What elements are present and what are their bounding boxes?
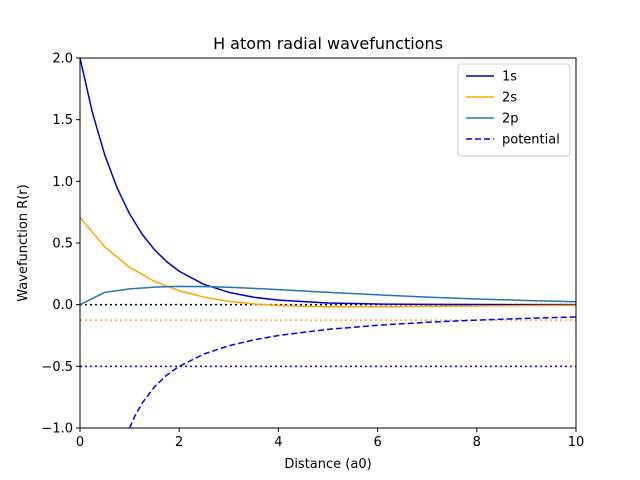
x-tick-label: 0 [76,435,84,450]
legend-label-2s: 2s [502,91,517,106]
y-tick-label: −0.5 [41,360,73,375]
chart-title: H atom radial wavefunctions [213,34,443,53]
series-line-2p [80,285,576,306]
y-tick-label: 2.0 [52,52,73,67]
y-tick-label: 0.0 [52,298,73,313]
y-tick-label: 1.0 [52,175,73,190]
series-line-2s [80,216,576,308]
x-axis: 0 2 4 6 8 10 [76,428,584,450]
x-tick-label: 8 [473,435,481,450]
legend-box [457,63,571,157]
series-line-potential [128,316,576,428]
series-line-1s [80,58,576,306]
y-axis-label: Wavefunction R(r) [16,184,31,301]
legend-label-1s: 1s [502,70,517,85]
y-tick-label: −1.0 [41,422,73,437]
x-tick-label: 2 [175,435,183,450]
legend-label-2p: 2p [502,112,519,127]
legend: 1s 2s 2p potential [457,63,571,157]
x-tick-label: 4 [274,435,282,450]
x-tick-label: 10 [568,435,585,450]
y-axis: −1.0 −0.5 0.0 0.5 1.0 1.5 2.0 [41,52,80,437]
legend-label-potential: potential [502,133,560,148]
series-layer [80,58,576,428]
y-tick-label: 0.5 [52,237,73,252]
x-axis-label: Distance (a0) [284,457,371,472]
y-tick-label: 1.5 [52,113,73,128]
x-tick-label: 6 [373,435,381,450]
